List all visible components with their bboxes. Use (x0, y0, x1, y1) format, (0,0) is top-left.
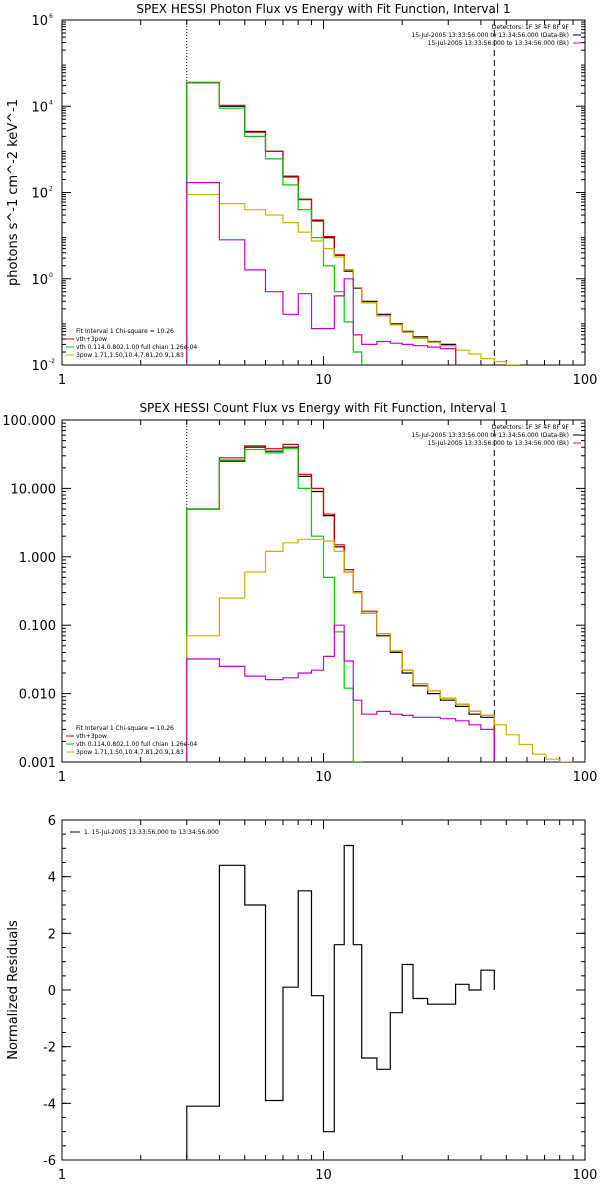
series-Bk-line (186, 182, 457, 365)
series-vth-line (186, 448, 363, 762)
legend-bottomleft-entry: Fit Interval 1 Chi-square = 10.26 (76, 328, 174, 335)
legend-topright-entry: 15-Jul-2005 13:33:56.000 to 13:34:56.000… (428, 440, 569, 447)
series-vth-line (186, 82, 363, 365)
x-tick-label: 1 (58, 373, 66, 388)
y-tick-label: 0 (48, 984, 56, 999)
y-tick-label: 1.000 (19, 551, 56, 566)
chart-title: SPEX HESSI Photon Flux vs Energy with Fi… (136, 2, 510, 16)
x-tick-label: 1 (58, 770, 66, 785)
x-tick-label: 1 (58, 1168, 66, 1183)
y-tick-label: 10 (31, 100, 48, 115)
legend-topright-entry: 15-Jul-2005 13:33:56.000 to 13:34:56.000… (411, 432, 569, 439)
y-axis-label: photons s^-1 cm^-2 keV^-1 (6, 99, 21, 286)
y-tick-label: 0.100 (19, 619, 56, 634)
x-tick-label: 100 (573, 1168, 598, 1183)
legend-topright-entry: 15-Jul-2005 13:33:56.000 to 13:34:56.000… (411, 32, 569, 39)
x-tick-label: 100 (573, 770, 598, 785)
legend-topright-entry: 15-Jul-2005 13:33:56.000 to 13:34:56.000… (428, 40, 569, 47)
legend-topleft-entry: 1. 15-Jul-2005 13:33:56.000 to 13:34:56.… (84, 829, 219, 836)
y-axis-label: Normalized Residuals (6, 920, 21, 1060)
series-data-line (186, 82, 457, 365)
plot-area (186, 81, 520, 365)
y-tick-label: 10 (31, 359, 48, 374)
y-tick-label: 2 (48, 927, 56, 942)
plot-frame (61, 419, 586, 763)
series-Bk-line (186, 624, 495, 762)
plot-frame (61, 19, 586, 366)
y-tick-label: 10 (31, 14, 48, 29)
legend-bottomleft-entry: vth 0.114,0.802,1.00 full chian 1.26e-04 (76, 344, 197, 351)
legend-bottomleft-entry: vth+3pow (76, 336, 107, 343)
legend-topright-entry: Detectors: 1F 3F 4F 8F 9F (492, 24, 570, 31)
y-tick-label: 4 (48, 871, 56, 886)
y-tick-exponent: 2 (49, 186, 53, 193)
legend-bottomleft-entry: vth+3pow (76, 733, 107, 740)
y-tick-label: 100.000 (2, 414, 56, 429)
y-tick-label: -2 (43, 1041, 56, 1056)
residuals-panel: 1 10 100 -6 -4 -2 0 2 4 6 Normalized Residuals 1. 1… (6, 814, 597, 1183)
y-tick-label: 10 (31, 273, 48, 288)
plot-area (186, 443, 574, 762)
series-3pow-line (186, 193, 520, 365)
y-tick-label: 0.001 (19, 756, 56, 771)
series-1-line (186, 844, 495, 1160)
y-tick-label: -6 (43, 1154, 56, 1169)
count-flux-panel: SPEX HESSI Count Flux vs Energy with Fit… (2, 401, 597, 785)
legend-bottomleft-entry: Fit Interval 1 Chi-square = 10.26 (76, 725, 174, 732)
y-tick-exponent: 6 (49, 13, 53, 20)
y-tick-label: 10.000 (11, 482, 57, 497)
y-tick-label: 6 (48, 814, 56, 829)
legend-topright-entry: Detectors: 1F 3F 4F 8F 9F (492, 424, 570, 431)
x-tick-label: 10 (315, 1168, 332, 1183)
x-tick-label: 100 (573, 373, 598, 388)
series-3pow-line (186, 538, 574, 762)
y-tick-label: 10 (31, 187, 48, 202)
series-vth+3pow-line (186, 81, 457, 365)
legend-bottomleft-entry: 3pow 1.71,1.50,10.4,7.81,20.9,1.83 (76, 352, 184, 359)
chart-title: SPEX HESSI Count Flux vs Energy with Fit… (139, 401, 507, 415)
y-tick-exponent: -2 (49, 358, 55, 365)
photon-flux-panel: SPEX HESSI Photon Flux vs Energy with Fi… (6, 2, 597, 388)
y-tick-exponent: 4 (49, 99, 53, 106)
legend-bottomleft-entry: 3pow 1.71,1.50,10.4,7.81,20.9,1.83 (76, 749, 184, 756)
x-tick-label: 10 (315, 373, 332, 388)
y-tick-label: -4 (43, 1097, 56, 1112)
plot-area (186, 844, 495, 1160)
y-tick-label: 0.010 (19, 688, 56, 703)
x-tick-label: 10 (315, 770, 332, 785)
legend-bottomleft-entry: vth 0.114,0.802,1.00 full chian 1.26e-04 (76, 741, 197, 748)
y-tick-exponent: 0 (49, 272, 53, 279)
